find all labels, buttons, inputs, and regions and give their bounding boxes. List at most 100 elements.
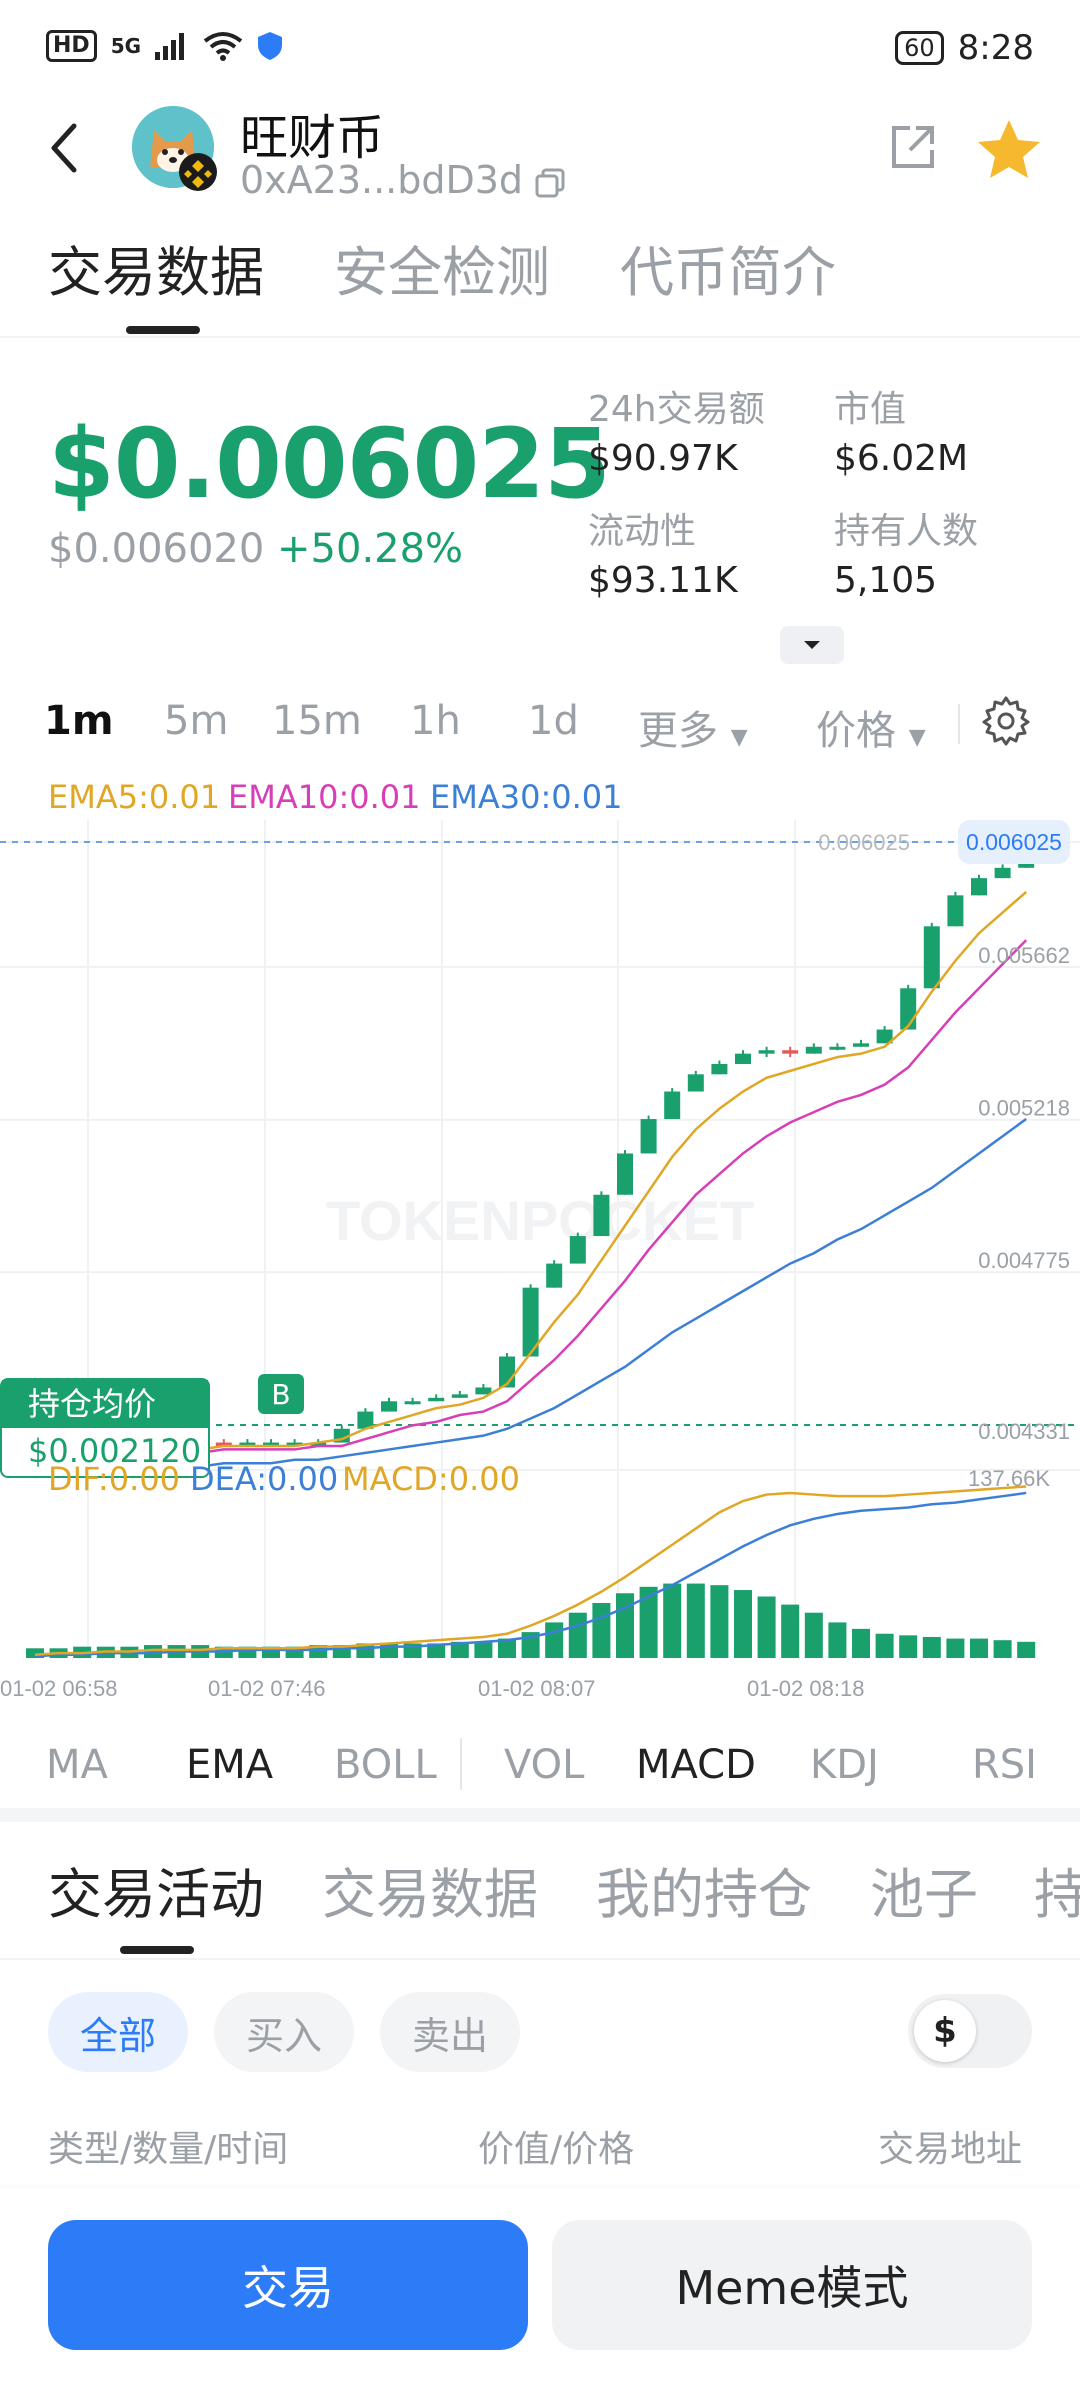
current-price: $0.006025 xyxy=(48,408,611,520)
tab-trade-data[interactable]: 交易数据 xyxy=(48,241,264,304)
mcap-label: 市值 xyxy=(834,389,907,430)
liquidity-value: $93.11K xyxy=(588,560,738,601)
dea-line xyxy=(34,1491,1027,1658)
timeframe-15m[interactable]: 15m xyxy=(272,698,362,744)
macd-bar xyxy=(1017,1641,1036,1658)
macd-bar xyxy=(804,1612,823,1658)
price-axis-label: 0.005662 xyxy=(978,943,1070,968)
volume-value: $90.97K xyxy=(588,438,738,479)
tab-holders[interactable]: 持 xyxy=(1034,1863,1080,1926)
filter-sell[interactable]: 卖出 xyxy=(380,1992,520,2072)
macd-bar xyxy=(734,1590,752,1658)
settings-gear-icon[interactable] xyxy=(980,694,1032,746)
indicator-kdj[interactable]: KDJ xyxy=(810,1742,879,1788)
candle-body xyxy=(782,1050,799,1054)
macd-bar xyxy=(545,1622,564,1658)
share-icon[interactable] xyxy=(888,122,938,172)
token-address[interactable]: 0xA23...bdD3d xyxy=(240,158,565,202)
price-tag-bg xyxy=(958,820,1070,864)
candle-body xyxy=(381,1401,397,1412)
candle-body xyxy=(475,1387,492,1395)
macd-bar xyxy=(710,1585,729,1658)
macd-bar xyxy=(686,1583,705,1658)
tab-my-holdings[interactable]: 我的持仓 xyxy=(596,1863,812,1926)
candle-body xyxy=(735,1053,751,1064)
trade-button[interactable]: 交易 xyxy=(48,2220,528,2350)
shield-icon xyxy=(258,32,283,60)
price-chart[interactable]: TOKENPOCKET 0.005662 0.005218 0.004775 0.004… xyxy=(0,820,1080,1720)
tab-trade-data-2[interactable]: 交易数据 xyxy=(322,1863,538,1926)
tab-security[interactable]: 安全检测 xyxy=(334,241,550,304)
price-change: +50.28% xyxy=(277,526,464,572)
macd-bar xyxy=(922,1636,941,1658)
clock: 8:28 xyxy=(957,28,1034,68)
column-address: 交易地址 xyxy=(878,2129,1023,2170)
timeframe-1h[interactable]: 1h xyxy=(410,698,461,744)
macd-bar xyxy=(757,1596,776,1658)
candle-body xyxy=(263,1442,279,1446)
divider xyxy=(460,1738,462,1790)
macd-bar xyxy=(663,1583,682,1658)
watermark-text: TOKENPOCKET xyxy=(326,1189,754,1252)
indicator-ema[interactable]: EMA xyxy=(186,1742,274,1788)
macd-bar xyxy=(568,1612,587,1658)
macd-bar xyxy=(970,1638,988,1658)
expand-stats-button[interactable] xyxy=(780,626,844,664)
price-axis-label: 0.004331 xyxy=(978,1419,1070,1444)
favorite-star-icon[interactable] xyxy=(976,118,1042,180)
indicator-rsi[interactable]: RSI xyxy=(972,1742,1037,1788)
candle-body xyxy=(428,1397,445,1402)
macd-bar xyxy=(474,1641,493,1658)
candle-body xyxy=(404,1401,421,1405)
macd-bar xyxy=(285,1646,304,1658)
column-type: 类型/数量/时间 xyxy=(48,2129,289,2170)
candle-body xyxy=(687,1074,704,1092)
time-axis-label: 01-02 06:58 xyxy=(0,1676,117,1701)
macd-bar xyxy=(262,1646,280,1658)
candle-body xyxy=(286,1442,303,1446)
candle-body xyxy=(546,1263,563,1288)
candle-body xyxy=(357,1411,374,1429)
macd-bar xyxy=(828,1622,847,1658)
timeframe-more[interactable]: 更多 ▼ xyxy=(638,708,748,754)
holders-value: 5,105 xyxy=(834,560,938,601)
macd-legend: MACD:0.00 xyxy=(342,1460,520,1498)
indicator-macd[interactable]: MACD xyxy=(636,1742,756,1788)
candle-body xyxy=(640,1119,657,1154)
macd-bar xyxy=(899,1635,918,1658)
copy-icon[interactable] xyxy=(535,168,565,198)
timeframe-5m[interactable]: 5m xyxy=(164,698,229,744)
candle-body xyxy=(923,926,940,989)
timeframe-1m[interactable]: 1m xyxy=(44,698,114,744)
indicator-vol[interactable]: VOL xyxy=(504,1742,585,1788)
reference-price: $0.006020 +50.28% xyxy=(48,526,464,572)
currency-toggle-knob: $ xyxy=(914,2000,976,2062)
bnb-chain-icon xyxy=(179,153,217,191)
indicator-ma[interactable]: MA xyxy=(46,1742,108,1788)
tab-pool[interactable]: 池子 xyxy=(870,1863,978,1926)
ema5-legend: EMA5:0.01 xyxy=(48,778,221,816)
price-type-select[interactable]: 价格 ▼ xyxy=(816,708,926,754)
back-arrow-icon[interactable] xyxy=(44,118,88,178)
tab-activity[interactable]: 交易活动 xyxy=(48,1863,264,1926)
currency-toggle[interactable]: $ xyxy=(908,1994,1032,2068)
wifi-icon xyxy=(203,32,243,61)
candle-body xyxy=(522,1287,539,1357)
candle-body xyxy=(876,1029,893,1044)
position-label: 持仓均价 xyxy=(2,1380,208,1428)
price-axis-label: 0.004775 xyxy=(978,1248,1070,1273)
macd-bar xyxy=(639,1586,658,1658)
buy-marker[interactable]: B xyxy=(258,1374,304,1414)
price-axis-label: 0.006025 xyxy=(818,830,910,855)
indicator-boll[interactable]: BOLL xyxy=(334,1742,437,1788)
divider xyxy=(0,1808,1080,1822)
column-value: 价值/价格 xyxy=(478,2129,635,2170)
meme-mode-button[interactable]: Meme模式 xyxy=(552,2220,1032,2350)
tab-token-intro[interactable]: 代币简介 xyxy=(620,241,836,304)
macd-bar xyxy=(781,1604,800,1658)
token-name: 旺财币 xyxy=(240,110,385,166)
timeframe-1d[interactable]: 1d xyxy=(528,698,579,744)
candle-body xyxy=(994,867,1011,879)
filter-buy[interactable]: 买入 xyxy=(214,1992,354,2072)
filter-all[interactable]: 全部 xyxy=(48,1992,188,2072)
